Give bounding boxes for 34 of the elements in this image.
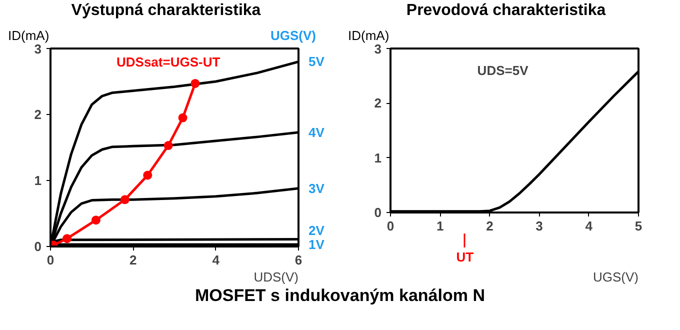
y-tick-label: 2 bbox=[34, 107, 42, 122]
y-tick-label: 2 bbox=[374, 96, 382, 111]
x-tick-label: 6 bbox=[294, 252, 302, 268]
x-tick-label: 0 bbox=[46, 252, 54, 268]
series-label: 4V bbox=[308, 124, 325, 140]
series-label: 5V bbox=[308, 54, 325, 70]
y-axis-title: ID(mA) bbox=[348, 26, 390, 44]
y-tick-label: 3 bbox=[34, 42, 42, 56]
x-axis-title: UGS(V) bbox=[593, 270, 638, 284]
series-label: UDSsat=UGS-UT bbox=[116, 54, 220, 70]
text: MOSFET s indukovaným kanálom N bbox=[194, 285, 485, 307]
x-tick-label: 0 bbox=[386, 218, 394, 234]
y-axis-title: ID(mA) bbox=[8, 26, 50, 44]
x-axis-title: UDS(V) bbox=[254, 270, 299, 284]
y-tick-label: 1 bbox=[34, 173, 42, 188]
series-label: 2V bbox=[308, 223, 325, 238]
x-tick-label: 2 bbox=[130, 252, 137, 268]
x-tick-label: 5 bbox=[634, 218, 642, 234]
y-tick-label: 3 bbox=[374, 42, 382, 56]
x-tick-label: 4 bbox=[212, 252, 220, 268]
chart-title: Výstupná charakteristika bbox=[70, 1, 262, 21]
legend-label: 1V bbox=[308, 237, 325, 252]
y-tick-label: 0 bbox=[374, 205, 382, 220]
x-tick-label: 3 bbox=[536, 218, 543, 234]
y-tick-label: 1 bbox=[374, 150, 382, 166]
x-tick-label: 2 bbox=[486, 218, 494, 234]
chart-title: Prevodová charakteristika bbox=[405, 1, 607, 21]
y-tick-label: 0 bbox=[34, 239, 42, 254]
x-tick-label: 1 bbox=[436, 218, 444, 234]
x-tick-label: 4 bbox=[585, 218, 594, 234]
series-label: 3V bbox=[308, 180, 325, 196]
ref-line-label: UT bbox=[456, 250, 474, 264]
legend-title: UGS(V) bbox=[270, 26, 316, 45]
annotation: UDS=5V bbox=[477, 63, 529, 78]
